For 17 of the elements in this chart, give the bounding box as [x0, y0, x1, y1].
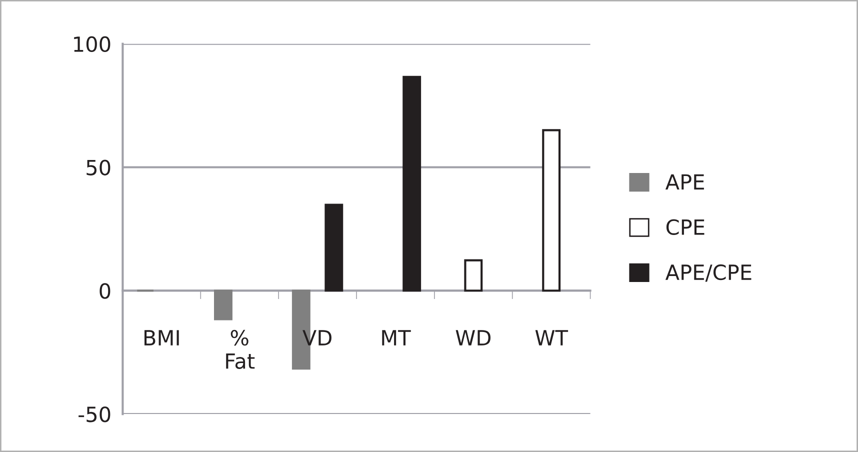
x-tick-label: WT: [535, 330, 568, 346]
x-tick-label: MT: [382, 330, 411, 346]
y-tick-label: -50: [78, 406, 110, 422]
x-tick-label: BMI: [144, 330, 179, 346]
bar: [464, 259, 483, 292]
x-tick-label: WD: [456, 330, 490, 346]
y-tick-label: 100: [74, 36, 110, 52]
bar: [402, 76, 422, 292]
y-tick-label: 50: [86, 160, 110, 176]
legend-label: APE: [665, 174, 704, 190]
bar: [542, 129, 561, 292]
x-tick-label: % Fat: [226, 330, 255, 369]
y-tick-label: 0: [100, 283, 110, 299]
legend-label: APE/CPE: [665, 264, 752, 282]
legend-label: CPE: [666, 219, 704, 235]
bar: [214, 290, 232, 320]
bar: [324, 204, 344, 292]
